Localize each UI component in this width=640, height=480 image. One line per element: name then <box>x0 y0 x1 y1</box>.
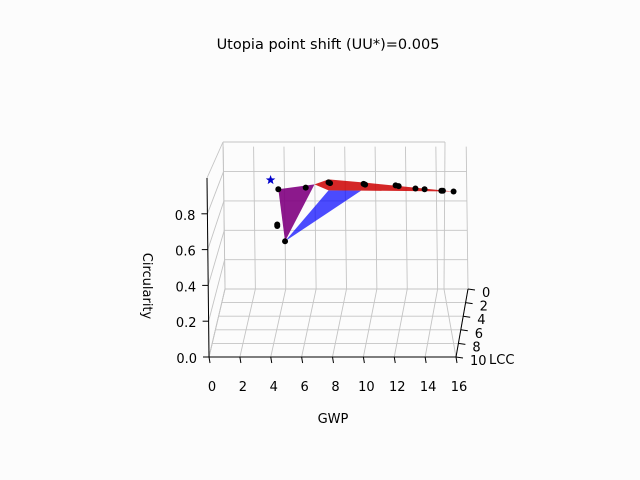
surface-blue <box>285 190 362 242</box>
y-tick-mark <box>458 342 466 345</box>
y-tick-label: 10 <box>470 354 487 369</box>
x-axis-label: GWP <box>318 412 349 427</box>
y-axis-label: LCC <box>489 353 514 368</box>
x-tick-label: 10 <box>358 380 375 395</box>
x-gridline <box>362 146 378 358</box>
data-point <box>439 187 446 194</box>
data-point <box>395 183 402 190</box>
z-tick-label: 0.8 <box>175 209 196 224</box>
data-point <box>412 185 419 192</box>
y-tick-label: 0 <box>482 286 490 301</box>
x-tick-mark <box>270 356 273 364</box>
x-tick-label: 16 <box>451 380 468 395</box>
y-tick-label: 2 <box>480 300 488 315</box>
y-tick-label: 8 <box>472 340 480 355</box>
data-point <box>275 186 282 193</box>
chart-title: Utopia point shift (UU*)=0.005 <box>217 37 440 53</box>
x-tick-label: 14 <box>420 380 437 395</box>
x-gridline <box>332 146 347 358</box>
x-tick-label: 2 <box>239 380 247 395</box>
z-gridline <box>206 171 467 214</box>
z-axis-label: Circularity <box>139 253 154 320</box>
x-tick-mark <box>301 356 304 364</box>
x-gridline <box>301 146 317 358</box>
data-point <box>327 180 334 187</box>
x-tick-mark <box>362 356 365 364</box>
x-tick-mark <box>424 356 427 364</box>
z-gridline <box>207 200 467 250</box>
y-tick-label: 4 <box>477 313 485 328</box>
x-tick-label: 4 <box>270 380 278 395</box>
surface-red <box>314 179 454 192</box>
x-tick-mark <box>208 356 211 364</box>
y-axis-line <box>455 288 469 358</box>
y-tick-mark <box>467 288 476 291</box>
z-gridline <box>207 229 468 286</box>
utopia-point-star <box>265 175 276 185</box>
x-tick-mark <box>239 356 242 364</box>
z-gridline <box>208 259 468 322</box>
data-point <box>362 181 369 188</box>
grid-left-panel <box>206 141 224 358</box>
x-gridline <box>393 146 408 358</box>
z-tick-label: 0.2 <box>176 316 197 331</box>
grid-back-panel <box>222 141 446 290</box>
x-tick-label: 12 <box>389 380 406 395</box>
x-tick-label: 6 <box>300 380 308 395</box>
z-tick-label: 0.4 <box>176 280 197 295</box>
x-gridline <box>208 146 226 358</box>
data-point <box>421 186 428 193</box>
y-tick-mark <box>455 356 464 359</box>
y-tick-mark <box>465 302 473 305</box>
x-tick-label: 8 <box>331 380 339 395</box>
data-point <box>450 188 457 195</box>
z-gridline <box>208 288 468 358</box>
y-tick-label: 6 <box>475 327 483 342</box>
z-tick-label: 0.0 <box>176 352 197 367</box>
x-tick-mark <box>393 356 396 364</box>
x-tick-mark <box>332 356 334 364</box>
data-point <box>282 238 289 245</box>
surface-purple <box>278 184 315 242</box>
x-tick-mark <box>455 356 458 364</box>
x-gridline <box>424 146 439 358</box>
data-point <box>302 184 309 191</box>
x-tick-label: 0 <box>208 380 216 395</box>
z-tick-label: 0.6 <box>175 245 196 260</box>
x-gridline <box>239 146 256 358</box>
y-tick-mark <box>463 315 471 318</box>
data-point <box>274 222 281 229</box>
x-gridline <box>270 146 287 358</box>
y-tick-mark <box>460 329 468 332</box>
grid-floor <box>208 288 457 358</box>
z-axis-line <box>206 177 210 358</box>
